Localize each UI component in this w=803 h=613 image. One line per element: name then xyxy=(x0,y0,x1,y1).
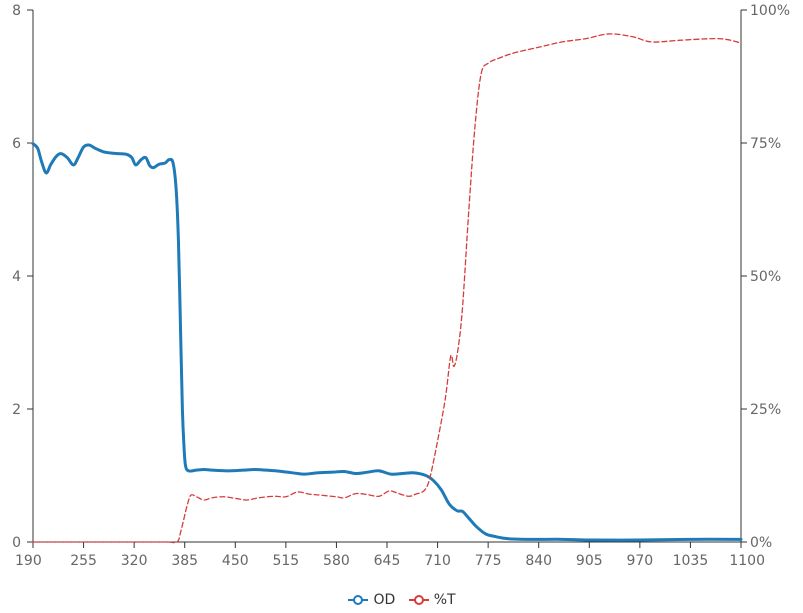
x-tick-label: 710 xyxy=(424,553,451,569)
y2-tick-label: 75% xyxy=(750,136,781,152)
y-tick-label: 0 xyxy=(12,535,21,551)
x-tick-label: 775 xyxy=(475,553,502,569)
y2-tick-label: 50% xyxy=(750,269,781,285)
x-tick-label: 320 xyxy=(121,553,148,569)
legend: OD %T xyxy=(0,592,803,610)
legend-swatch-od-icon xyxy=(348,595,369,605)
series-layer xyxy=(31,33,743,544)
y2-tick-labels: 0% 25% 50% 75% 100% xyxy=(750,3,790,551)
x-tick-label: 190 xyxy=(15,553,42,569)
legend-item-od[interactable]: OD xyxy=(347,592,395,608)
y2-tick-label: 25% xyxy=(750,402,781,418)
y-tick-labels: 0 2 4 6 8 xyxy=(12,3,21,551)
y2-tick-label: 100% xyxy=(750,3,790,19)
legend-label-od: OD xyxy=(373,592,396,608)
y-tick-label: 8 xyxy=(12,3,21,19)
x-tick-labels: 190 255 320 385 450 515 580 645 710 775 840 905 970 1… xyxy=(15,553,765,569)
x-tick-label: 385 xyxy=(171,553,198,569)
y2-tick-marks xyxy=(741,9,747,543)
x-tick-label: 1035 xyxy=(673,553,709,569)
x-tick-label: 970 xyxy=(626,553,653,569)
y2-tick-label: 0% xyxy=(750,535,772,551)
y-tick-marks xyxy=(27,9,33,543)
y-tick-label: 6 xyxy=(12,136,21,152)
y-tick-label: 2 xyxy=(12,402,21,418)
legend-item-transmittance[interactable]: %T xyxy=(408,592,456,608)
x-tick-label: 255 xyxy=(70,553,97,569)
series-line-od xyxy=(31,142,743,542)
x-tick-label: 580 xyxy=(323,553,350,569)
x-tick-label: 840 xyxy=(525,553,552,569)
legend-swatch-transmittance-icon xyxy=(408,595,429,605)
x-tick-label: 450 xyxy=(222,553,249,569)
x-tick-label: 515 xyxy=(272,553,299,569)
chart: 190 255 320 385 450 515 580 645 710 775 840 905 970 1… xyxy=(12,3,790,569)
y-tick-label: 4 xyxy=(12,269,21,285)
x-tick-marks xyxy=(32,542,742,548)
series-line-transmittance xyxy=(32,33,742,544)
x-tick-label: 1100 xyxy=(729,553,765,569)
x-tick-label: 905 xyxy=(576,553,603,569)
x-tick-label: 645 xyxy=(374,553,401,569)
legend-label-transmittance: %T xyxy=(433,592,456,608)
